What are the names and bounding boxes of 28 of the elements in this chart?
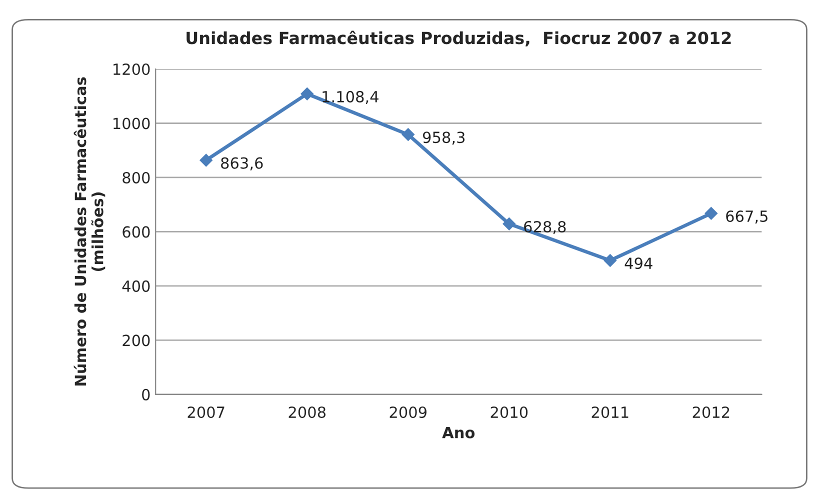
point xyxy=(300,87,314,100)
y-tick-label: 400 xyxy=(122,280,150,292)
y-axis-title: Número de Unidades Farmacêuticas (milhões) xyxy=(74,77,106,386)
point xyxy=(502,217,516,230)
point xyxy=(704,206,718,220)
x-axis-title: Ano xyxy=(442,427,475,438)
x-tick-label: 2007 xyxy=(188,406,224,418)
x-tick-label: 2012 xyxy=(692,406,730,418)
x-tick-label: 2009 xyxy=(390,406,426,418)
y-tick-label: 0 xyxy=(142,388,150,400)
x-tick-label: 2010 xyxy=(490,406,528,418)
x-tick-label: 2011 xyxy=(592,406,628,418)
point xyxy=(402,128,415,141)
y-tick-label: 200 xyxy=(122,334,150,346)
data-label: 863,6 xyxy=(221,157,263,170)
y-tick-label: 1200 xyxy=(114,63,150,76)
x-tick-label: 2008 xyxy=(288,406,326,418)
y-tick-label: 1000 xyxy=(114,118,150,130)
data-label: 667,5 xyxy=(726,210,768,224)
data-label: 628,8 xyxy=(524,220,566,234)
chart-title: Unidades Farmacêuticas Produzidas, Fiocruz 2007 a 2012 xyxy=(186,30,731,46)
data-label: 958,3 xyxy=(422,132,465,145)
y-tick-label: 600 xyxy=(122,226,150,238)
data-label: 1.108,4 xyxy=(322,90,378,104)
point xyxy=(200,154,213,167)
point xyxy=(604,254,617,267)
data-label: 494 xyxy=(624,257,652,270)
y-tick-label: 800 xyxy=(122,172,150,184)
